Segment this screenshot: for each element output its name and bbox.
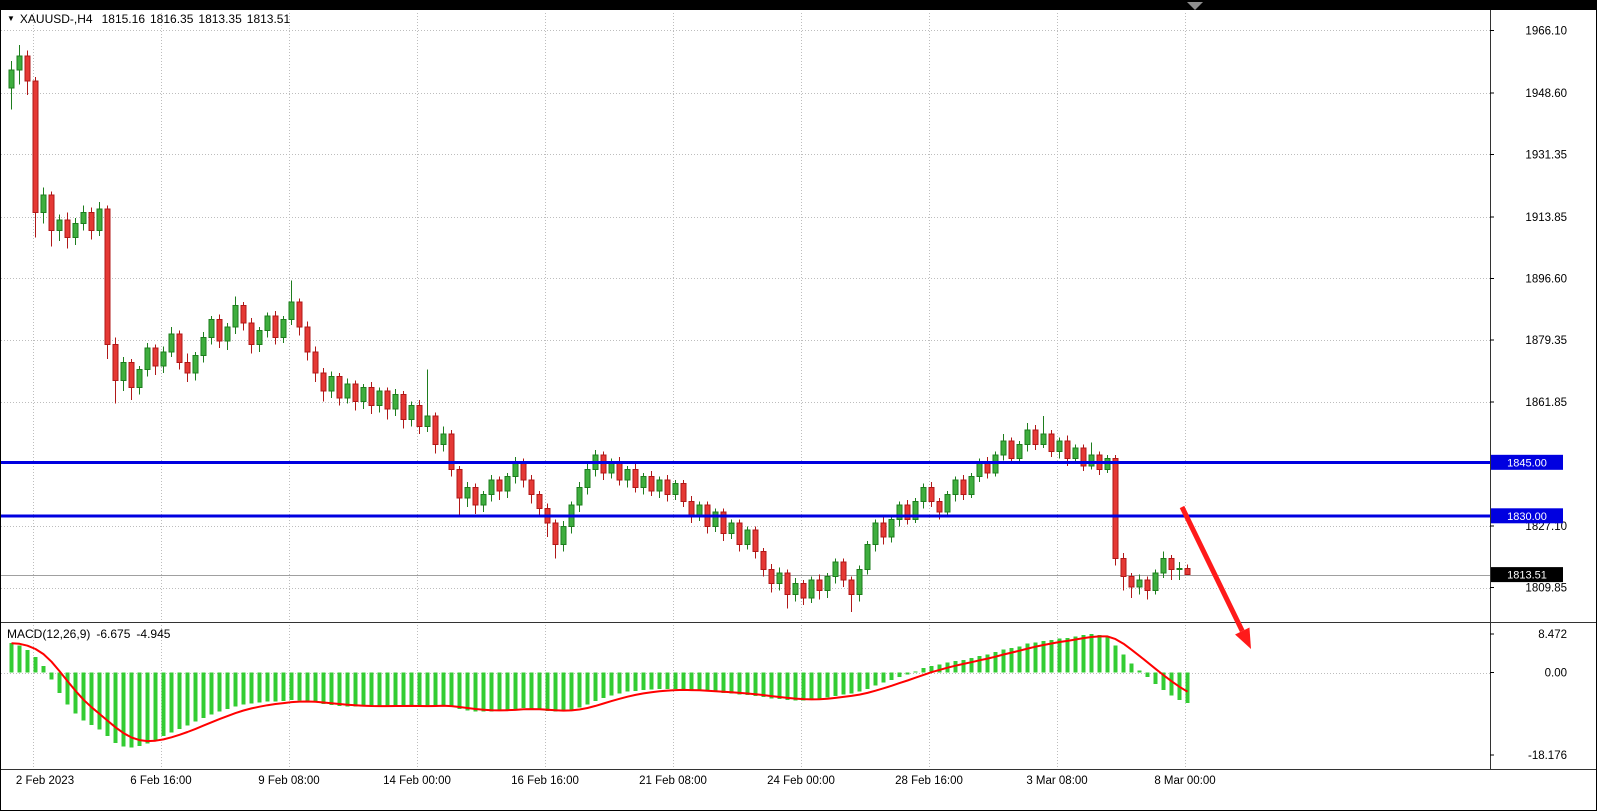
indicator-axis[interactable]: 8.472 0.00 -18.176 [1490, 629, 1567, 762]
indicator-label: MACD(12,26,9) -6.675 -4.945 [7, 627, 170, 641]
chart-title: ▼ XAUUSD-,H4 1815.16 1816.35 1813.35 181… [7, 12, 290, 26]
price-badge [1491, 508, 1563, 524]
indicator-signal-value: -4.945 [136, 627, 171, 641]
price-badge [1491, 567, 1563, 583]
svg-text:1809.85: 1809.85 [1525, 583, 1567, 595]
open-value: 1815.16 [101, 12, 145, 26]
svg-text:28 Feb 16:00: 28 Feb 16:00 [895, 775, 963, 787]
svg-text:8.472: 8.472 [1538, 629, 1567, 641]
time-axis[interactable]: 2 Feb 2023 6 Feb 16:00 9 Feb 08:00 14 Feb 0… [16, 775, 1216, 787]
svg-text:-18.176: -18.176 [1528, 750, 1567, 762]
svg-text:1879.35: 1879.35 [1525, 335, 1567, 347]
svg-text:24 Feb 00:00: 24 Feb 00:00 [767, 775, 835, 787]
indicator-main-value: -6.675 [96, 627, 131, 641]
svg-text:1966.10: 1966.10 [1525, 25, 1567, 37]
svg-text:9 Feb 08:00: 9 Feb 08:00 [258, 775, 319, 787]
svg-text:1827.10: 1827.10 [1525, 521, 1567, 533]
trend-arrow-annotation[interactable] [1179, 505, 1251, 649]
svg-text:8 Mar 00:00: 8 Mar 00:00 [1154, 775, 1215, 787]
panel-separators [1, 10, 1596, 770]
close-value: 1813.51 [246, 12, 291, 26]
macd-signal-line [11, 635, 1189, 743]
high-value: 1816.35 [150, 12, 194, 26]
svg-text:1913.85: 1913.85 [1525, 212, 1567, 224]
indicator-name: MACD(12,26,9) [7, 627, 91, 641]
svg-text:1948.60: 1948.60 [1525, 88, 1567, 100]
candles-layer [8, 45, 1191, 613]
window-top-border [1, 1, 1596, 10]
svg-text:1896.60: 1896.60 [1525, 273, 1567, 285]
price-axis[interactable]: 1966.10 1948.60 1931.35 1913.85 1896.60 1879.… [1490, 25, 1567, 595]
horizontal-level-lines[interactable] [1, 460, 1490, 518]
price-badge [1491, 454, 1563, 470]
macd-layer [9, 634, 1190, 748]
chart-shift-marker-icon[interactable] [1187, 2, 1203, 10]
svg-text:21 Feb 08:00: 21 Feb 08:00 [639, 775, 707, 787]
gridlines [1, 13, 1490, 768]
symbol-dropdown-icon[interactable]: ▼ [7, 14, 15, 23]
svg-text:1813.51: 1813.51 [1507, 570, 1547, 582]
svg-text:0.00: 0.00 [1545, 668, 1567, 680]
svg-text:14 Feb 00:00: 14 Feb 00:00 [383, 775, 451, 787]
svg-text:2 Feb 2023: 2 Feb 2023 [16, 775, 74, 787]
svg-text:16 Feb 16:00: 16 Feb 16:00 [511, 775, 579, 787]
svg-text:1830.00: 1830.00 [1507, 511, 1547, 523]
svg-text:3 Mar 08:00: 3 Mar 08:00 [1026, 775, 1087, 787]
svg-text:1845.00: 1845.00 [1507, 457, 1547, 469]
svg-text:1931.35: 1931.35 [1525, 149, 1567, 161]
symbol-period-label: XAUUSD-,H4 [19, 12, 93, 26]
low-value: 1813.35 [198, 12, 242, 26]
svg-text:1861.85: 1861.85 [1525, 397, 1567, 409]
svg-text:6 Feb 16:00: 6 Feb 16:00 [130, 775, 191, 787]
